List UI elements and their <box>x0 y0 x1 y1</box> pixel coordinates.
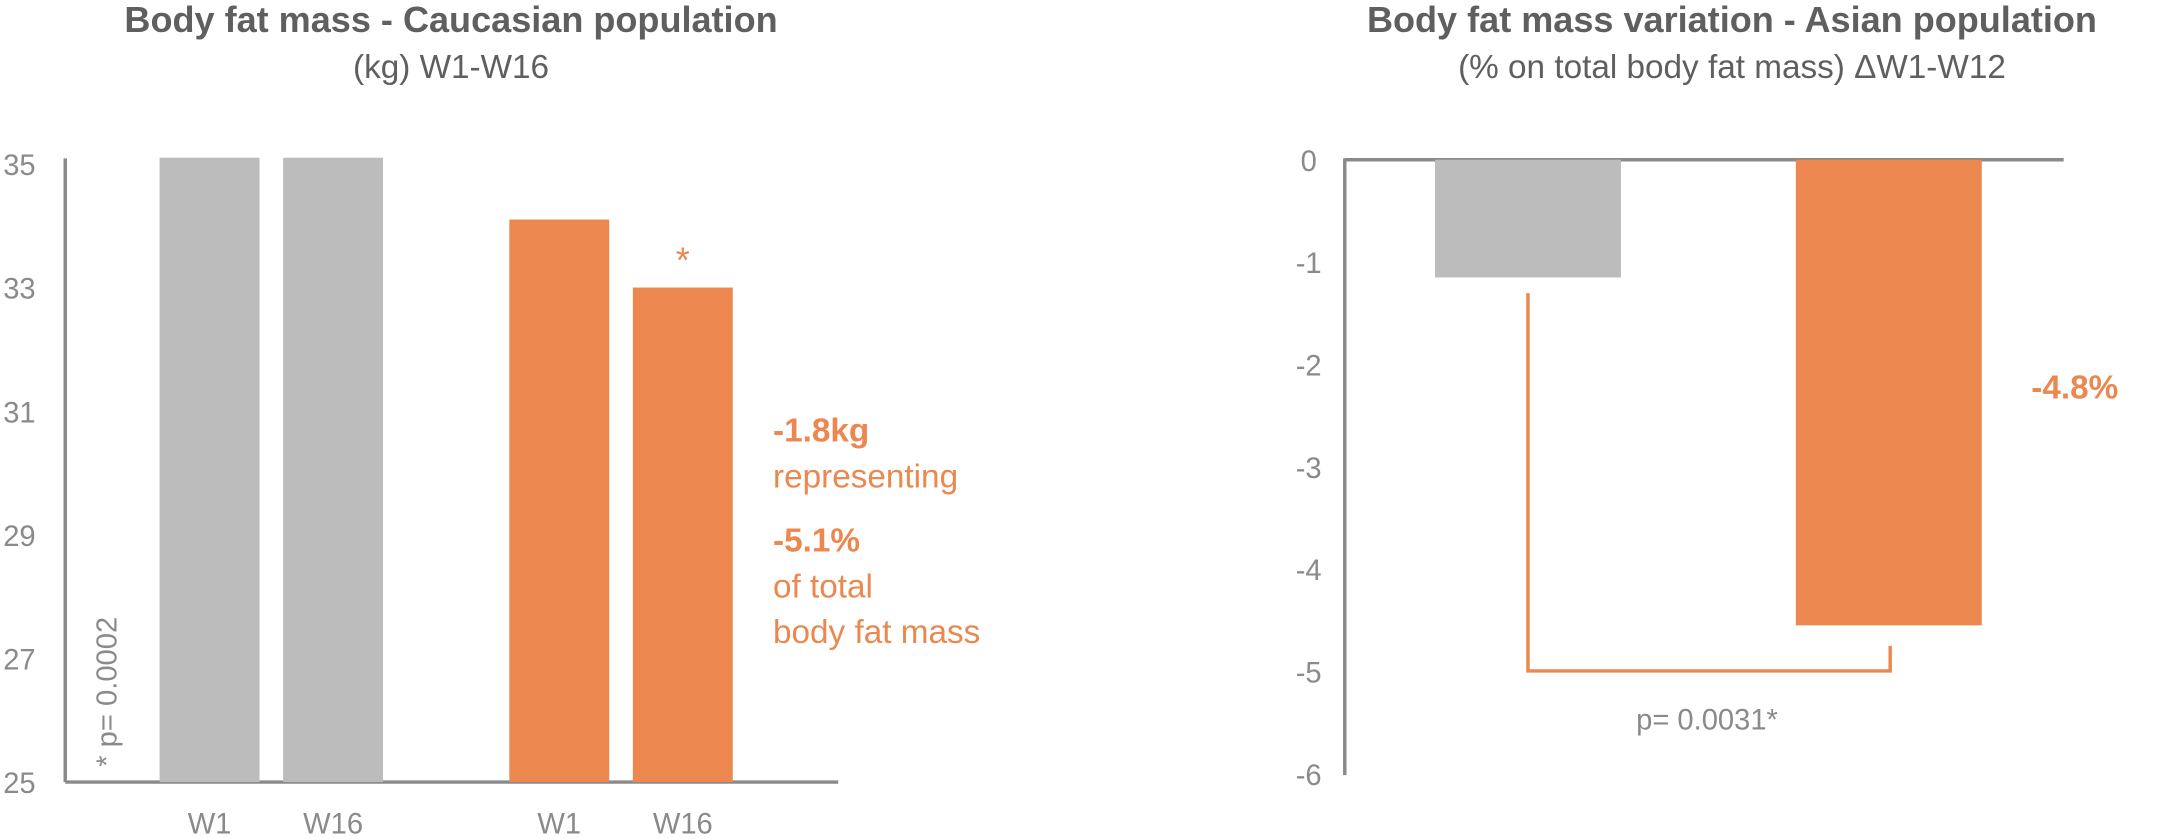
right-y-tick-label: 0 <box>1301 146 1317 178</box>
left-y-axis-ticks: 25 27 29 31 33 35 <box>3 150 35 800</box>
left-category-label: W1 <box>188 808 232 839</box>
left-y-tick-label: 35 <box>3 150 35 182</box>
right-chart-title: Body fat mass variation - Asian populati… <box>1367 0 2097 40</box>
bar-grey-w16 <box>283 157 384 783</box>
bar-grey-variation <box>1434 159 1621 278</box>
left-category-label: W1 <box>537 808 581 839</box>
left-y-tick-label: 33 <box>3 274 35 306</box>
right-y-axis-ticks: 0 -1 -2 -3 -4 -5 -6 <box>1296 146 1322 792</box>
bar-orange-variation <box>1795 159 1982 626</box>
left-annotation: -1.8kg representing -5.1% of total body … <box>773 413 980 651</box>
bar-orange-w1 <box>509 219 610 783</box>
left-y-tick-label: 25 <box>3 768 35 800</box>
annotation-body-fat-mass: body fat mass <box>773 614 980 651</box>
annotation-representing: representing <box>773 459 958 496</box>
right-y-tick-label: -3 <box>1296 453 1322 485</box>
left-chart: Body fat mass - Caucasian population (kg… <box>3 0 980 839</box>
right-y-tick-label: -2 <box>1296 351 1322 383</box>
bar-orange-w16 <box>632 287 733 783</box>
significance-bracket <box>1526 293 1892 673</box>
right-bars <box>1434 159 1982 626</box>
left-p-value-label: * p= 0.0002 <box>92 617 124 767</box>
left-bars <box>159 157 733 783</box>
right-y-tick-label: -5 <box>1296 657 1322 689</box>
left-y-tick-label: 29 <box>3 521 35 553</box>
left-category-label: W16 <box>653 808 713 839</box>
left-significance-star: * <box>676 239 690 280</box>
bar-grey-w1 <box>159 157 260 783</box>
right-p-value-label: p= 0.0031* <box>1636 704 1778 736</box>
annotation-kg: -1.8kg <box>773 413 869 450</box>
annotation-percent: -5.1% <box>773 522 860 559</box>
left-category-labels: W1 W16 W1 W16 <box>188 808 713 839</box>
right-y-tick-label: -1 <box>1296 248 1322 280</box>
right-y-tick-label: -6 <box>1296 760 1322 792</box>
left-y-tick-label: 31 <box>3 397 35 429</box>
annotation-of-total: of total <box>773 568 873 605</box>
right-value-label: -4.8% <box>2031 370 2118 407</box>
left-category-label: W16 <box>303 808 363 839</box>
right-chart-subtitle: (% on total body fat mass) ΔW1-W12 <box>1458 49 2006 86</box>
right-y-tick-label: -4 <box>1296 555 1322 587</box>
right-chart: Body fat mass variation - Asian populati… <box>1296 0 2119 792</box>
left-chart-title: Body fat mass - Caucasian population <box>124 0 777 40</box>
left-chart-subtitle: (kg) W1-W16 <box>353 49 549 86</box>
left-y-tick-label: 27 <box>3 645 35 677</box>
